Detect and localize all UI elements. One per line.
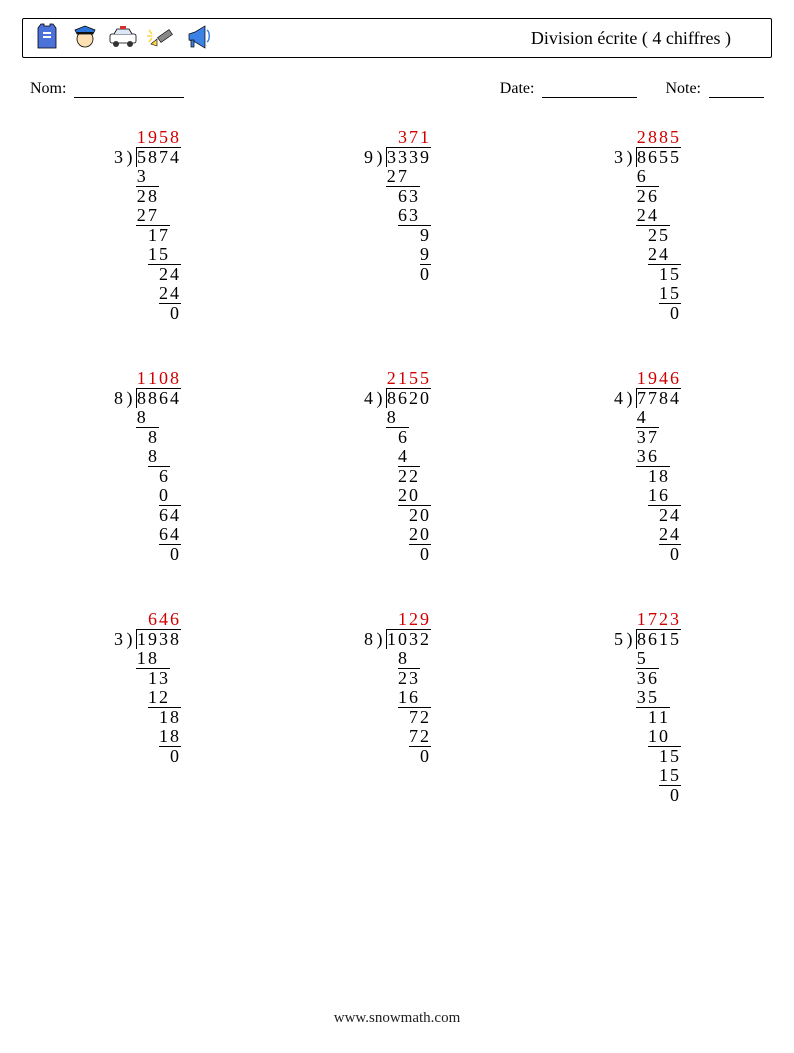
- division-problem: 21554)8620864222020200: [364, 369, 431, 564]
- date-blank[interactable]: [542, 81, 637, 98]
- division-problem: 11088)88648886064640: [114, 369, 181, 564]
- header-box: Division écrite ( 4 chiffres ): [22, 18, 772, 58]
- division-problem: 28853)865562624252415150: [614, 128, 681, 323]
- name-label: Nom:: [30, 80, 66, 98]
- note-label: Note:: [665, 80, 701, 98]
- division-problem: 3719)3339276363990: [364, 128, 431, 323]
- division-problem: 6463)193818131218180: [114, 610, 181, 805]
- name-blank[interactable]: [74, 81, 184, 98]
- note-blank[interactable]: [709, 81, 764, 98]
- police-icon: [69, 20, 101, 57]
- flashlight-icon: [145, 20, 177, 57]
- student-info-line: Nom: Date: Note:: [30, 80, 764, 98]
- date-label: Date:: [500, 80, 535, 98]
- division-problem: 1298)10328231672720: [364, 610, 431, 805]
- division-problem: 19464)778443736181624240: [614, 369, 681, 564]
- footer-link[interactable]: www.snowmath.com: [0, 1010, 794, 1027]
- police-car-icon: [107, 20, 139, 57]
- division-problem: 17235)861553635111015150: [614, 610, 681, 805]
- division-problem: 19583)587432827171524240: [114, 128, 181, 323]
- vest-icon: [31, 20, 63, 57]
- megaphone-icon: [183, 20, 215, 57]
- problems-grid: 19583)587432827171524240 3719)33392763639…: [22, 128, 772, 805]
- header-icons: [31, 20, 215, 57]
- worksheet-title: Division écrite ( 4 chiffres ): [531, 28, 761, 49]
